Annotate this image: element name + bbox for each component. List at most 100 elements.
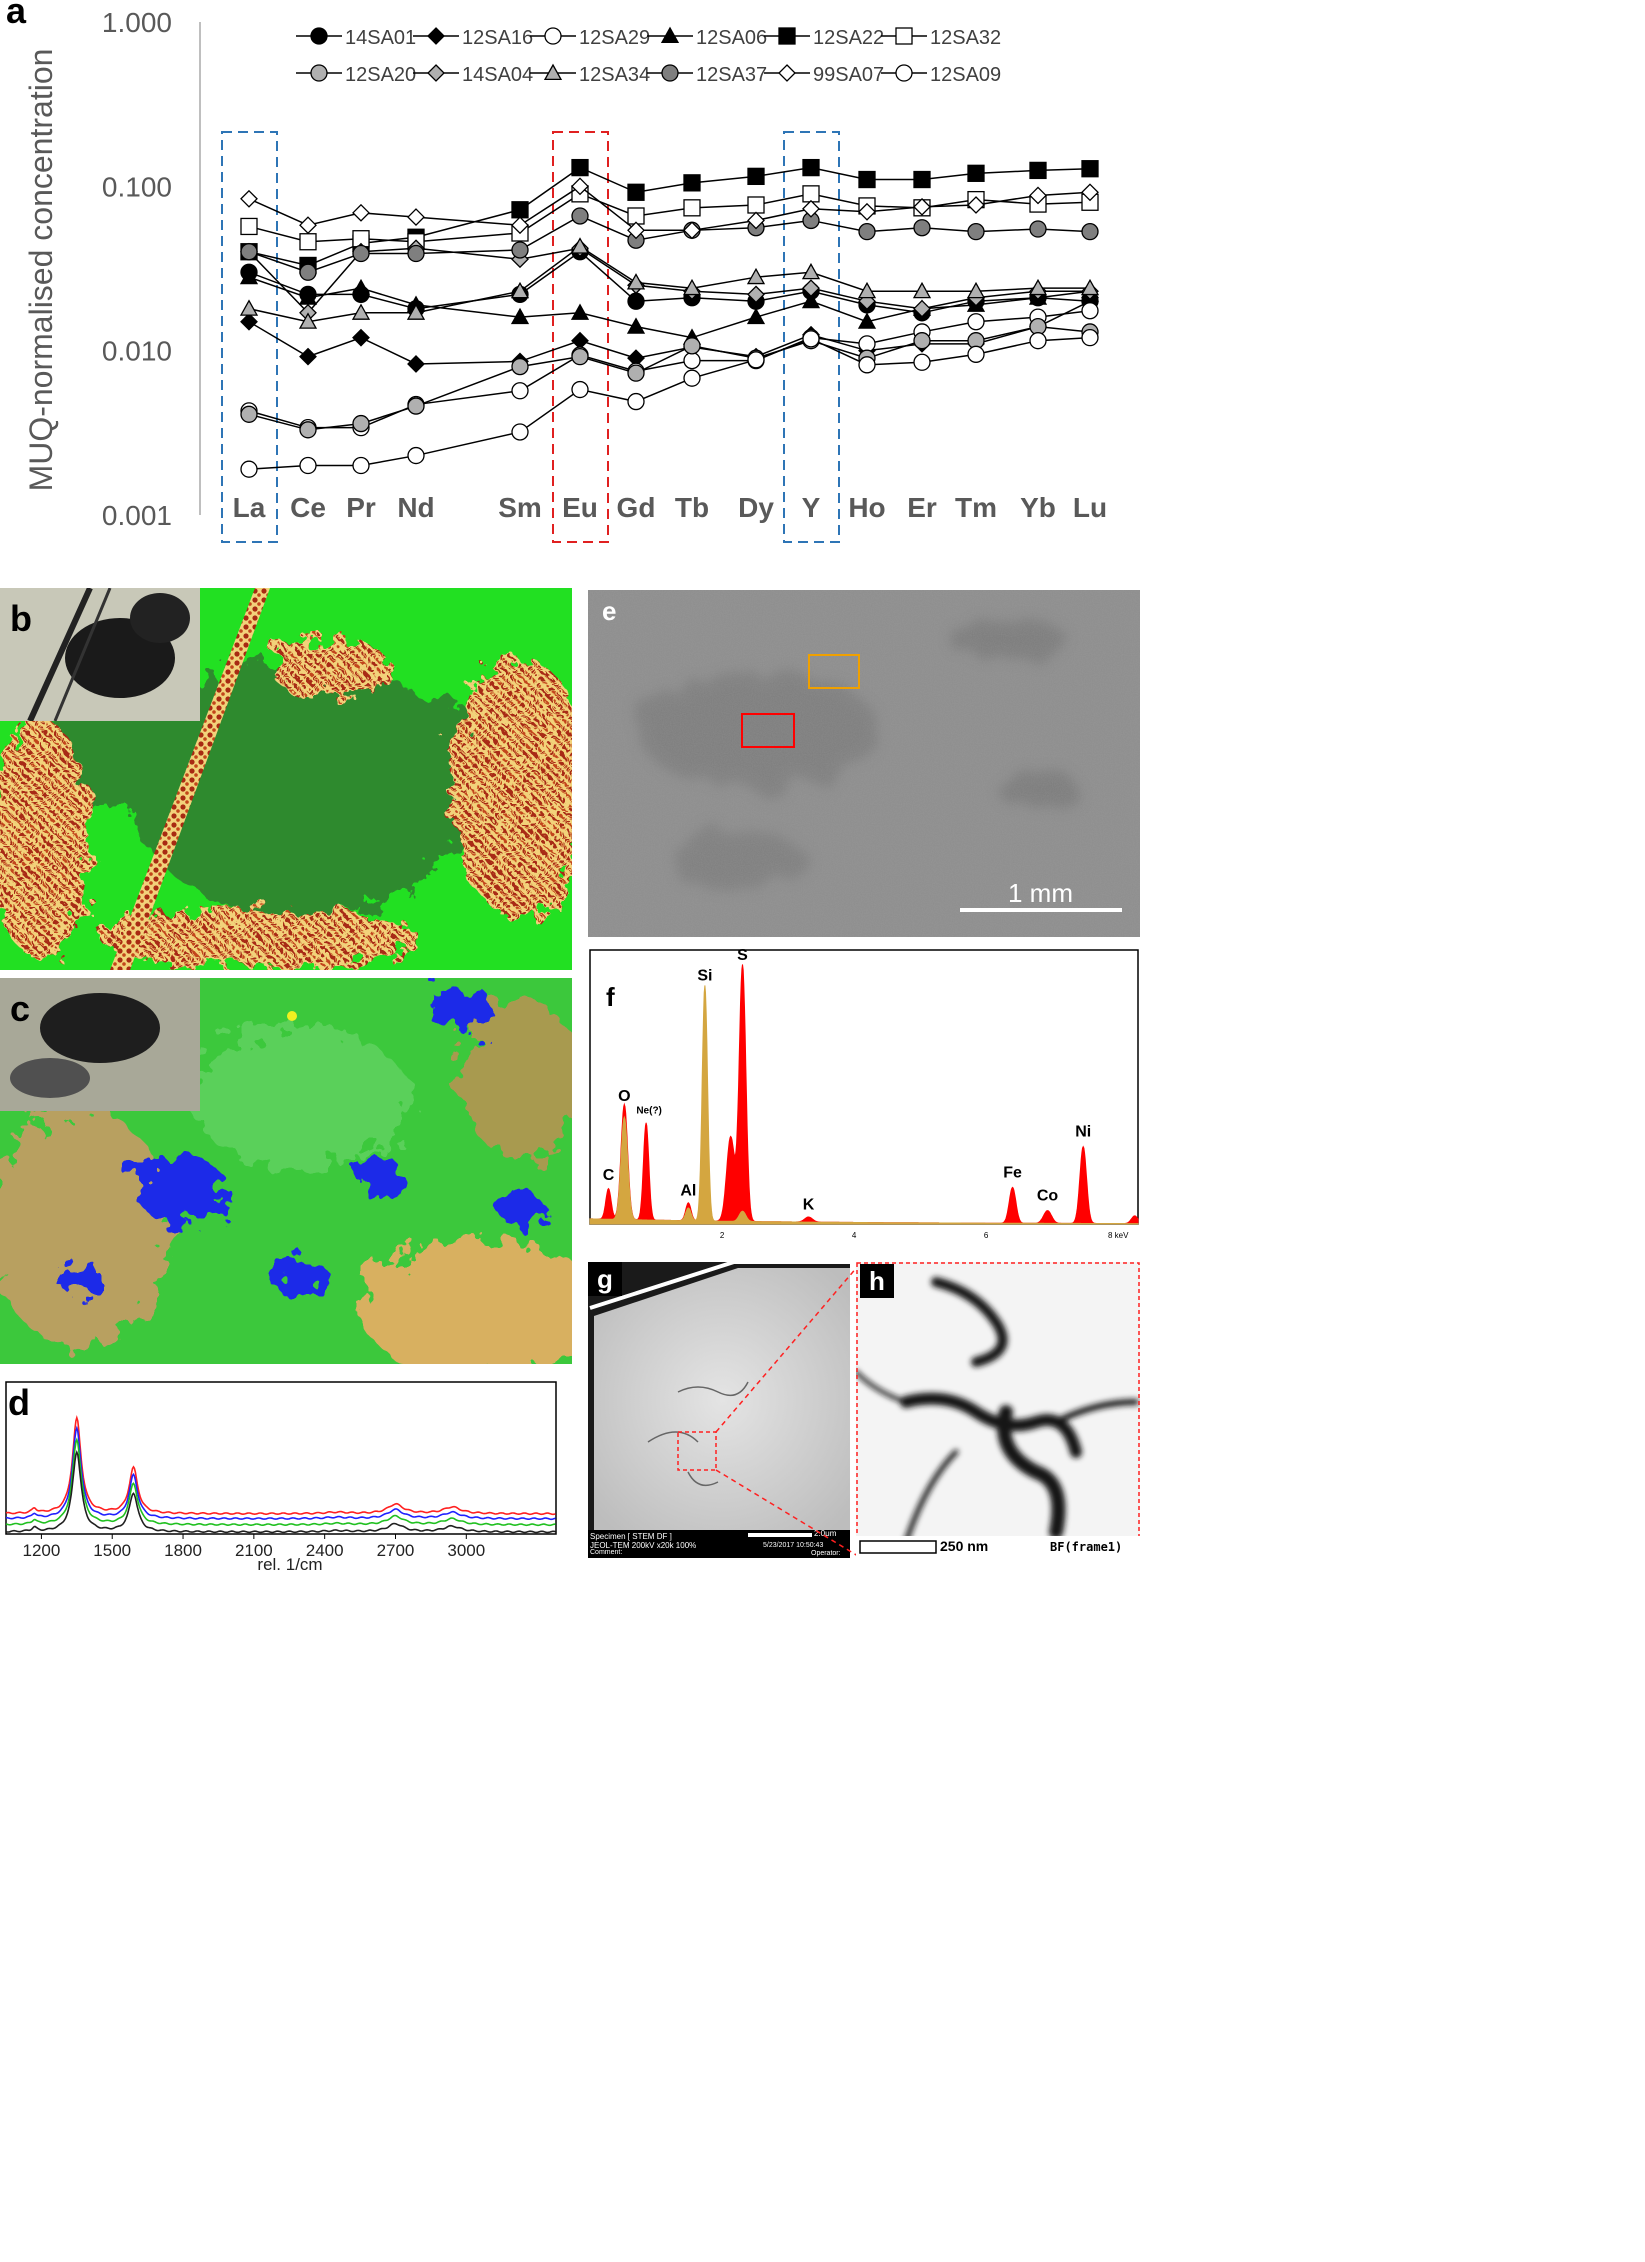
stem-footer-1: Specimen [ STEM DF ]: [590, 1532, 672, 1541]
data-point: [1080, 278, 1100, 296]
panel-f: f 2 4 6 8 keV C O Ne(?) Al Si S K Fe Co Ni: [588, 946, 1140, 1246]
x-axis-label: rel. 1/cm: [257, 1555, 322, 1574]
highlight-box-y: [783, 131, 840, 543]
data-point: [858, 356, 876, 374]
series-99SA07: [240, 177, 1099, 240]
data-point: [627, 183, 645, 201]
panel-h-label: h: [860, 1264, 894, 1298]
panel-c: c: [0, 978, 572, 1364]
bf-image: [856, 1262, 1140, 1558]
legend-label: 12SA16: [462, 27, 533, 49]
data-point: [912, 281, 932, 299]
data-point: [299, 347, 317, 366]
sem-image: [588, 590, 1140, 937]
red-box: [741, 713, 795, 748]
data-point: [406, 303, 426, 320]
x-tick-label: 1200: [22, 1541, 60, 1560]
x-tick-label: Ho: [848, 492, 885, 523]
legend-entry: 99SA07: [764, 64, 884, 86]
bf-scale-label: 250 nm: [940, 1538, 989, 1554]
data-point: [913, 353, 931, 371]
data-point: [510, 307, 530, 325]
data-point: [1028, 278, 1048, 296]
peak-label: K: [803, 1197, 815, 1214]
data-point: [801, 262, 821, 280]
data-point: [571, 158, 589, 177]
inset-c: [0, 978, 200, 1111]
x-tick-label: Yb: [1020, 492, 1056, 523]
panel-a-label: a: [6, 0, 27, 31]
x-tick-label: Sm: [498, 492, 542, 523]
data-point: [802, 199, 820, 218]
x-tick-label: Nd: [397, 492, 434, 523]
panel-g-label: g: [588, 1262, 622, 1296]
legend-label: 14SA01: [345, 27, 416, 49]
y-axis-label: MUQ-normalised concentration: [23, 49, 59, 492]
x-tick-label: Ce: [290, 492, 326, 523]
data-point: [627, 392, 645, 411]
data-point: [682, 278, 702, 296]
data-point: [913, 332, 931, 350]
data-point: [627, 364, 645, 382]
spectrum-line: [5, 1425, 556, 1521]
highlight-box-la: [221, 131, 278, 543]
x-tick-label: 2700: [377, 1541, 415, 1560]
data-point: [913, 197, 931, 216]
x-tick-label: La: [233, 492, 266, 523]
data-point: [299, 421, 317, 439]
panel-b: b: [0, 588, 572, 970]
bf-frame-label: BF(frame1): [1050, 1540, 1123, 1554]
data-point: [747, 167, 765, 186]
legend-entry: 12SA16: [413, 27, 533, 49]
y-tick-label: 1.000: [102, 7, 172, 38]
data-point: [240, 189, 258, 208]
peak-label: Al: [680, 1183, 696, 1200]
panel-f-label: f: [606, 982, 615, 1012]
data-point: [1081, 222, 1099, 241]
x-tick-label: Y: [802, 492, 821, 523]
legend-label: 99SA07: [813, 64, 884, 86]
panel-a: a 1.000 0.100 0.010 0.001 MUQ-normalised con…: [0, 0, 1645, 560]
legend-label: 12SA34: [579, 64, 650, 86]
x-tick-label: 1500: [93, 1541, 131, 1560]
data-point: [510, 281, 530, 299]
data-point: [967, 313, 985, 331]
x-tick-label: 4: [852, 1231, 857, 1240]
data-point: [352, 244, 370, 263]
data-point: [571, 347, 589, 366]
eds-spectrum: 2 4 6 8 keV C O Ne(?) Al Si S K Fe Co Ni: [589, 947, 1139, 1240]
data-point: [299, 216, 317, 235]
legend-entry: 12SA22: [764, 27, 884, 49]
legend-entry: 14SA01: [296, 27, 416, 49]
raman-spectra: 1200 1500 1800 2100 2400 2700 3000 rel. 1/cm: [5, 1381, 557, 1574]
spectrum-line: [5, 1415, 556, 1516]
scale-bar: [960, 908, 1122, 912]
highlight-box-eu: [552, 131, 609, 543]
inset-b: [0, 588, 200, 723]
data-point: [967, 222, 985, 241]
x-tick-label: 2: [720, 1231, 725, 1240]
y-tick-label: 0.100: [102, 171, 172, 202]
x-tick-label: Tm: [955, 492, 997, 523]
orange-box: [808, 654, 860, 689]
panel-c-label: c: [10, 988, 31, 1029]
data-point: [1029, 186, 1047, 205]
data-point: [683, 221, 701, 240]
data-point: [351, 278, 371, 296]
data-point: [1081, 329, 1099, 347]
x-tick-label: 3000: [447, 1541, 485, 1560]
data-point: [913, 170, 931, 189]
x-tick-label: Eu: [562, 492, 598, 523]
data-point: [240, 217, 258, 236]
stem-scale-label: 2.0μm: [814, 1529, 837, 1538]
data-point: [571, 380, 589, 399]
y-tick-label: 0.001: [102, 500, 172, 531]
data-point: [407, 208, 425, 226]
legend-marker: [661, 64, 679, 82]
legend-marker: [543, 63, 563, 81]
gold-spectrum: [589, 985, 1139, 1225]
data-point: [967, 345, 985, 363]
data-point: [570, 303, 590, 320]
data-point: [240, 405, 258, 423]
